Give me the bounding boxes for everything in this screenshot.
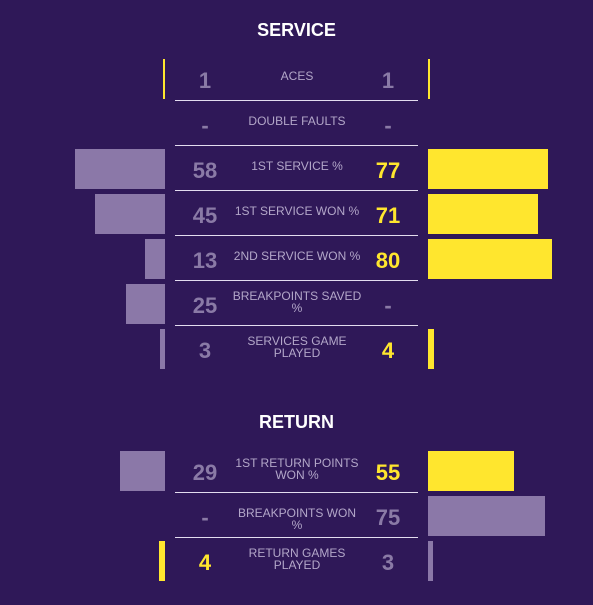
left-player-value: 29 — [192, 460, 218, 485]
stat-label: BREAKPOINTS WON % — [237, 506, 356, 532]
stat-row: 13 80 2ND SERVICE WON % — [0, 239, 593, 284]
left-stat-bar — [159, 541, 165, 581]
right-player-value: 77 — [375, 158, 401, 183]
right-stat-bar — [428, 194, 538, 234]
left-stat-bar — [75, 149, 165, 189]
right-player-value: 4 — [381, 338, 395, 363]
stat-row: 4 3 RETURN GAMES PLAYED — [0, 541, 593, 586]
left-player-value: 1 — [198, 68, 212, 93]
left-player-value: - — [201, 113, 209, 138]
row-divider — [175, 100, 418, 101]
stat-row: 45 71 1ST SERVICE WON % — [0, 194, 593, 239]
stat-label: 1ST RETURN POINTS WON % — [235, 456, 359, 482]
left-stat-bar — [120, 451, 165, 491]
right-stat-bar — [428, 451, 514, 491]
right-stat-bar — [428, 59, 430, 99]
right-player-value: 75 — [375, 505, 401, 530]
row-divider — [175, 492, 418, 493]
left-player-value: 25 — [192, 293, 218, 318]
stat-row: 29 55 1ST RETURN POINTS WON % — [0, 451, 593, 496]
stat-row: 1 1 ACES — [0, 59, 593, 104]
stat-label: 1ST SERVICE % — [251, 159, 343, 173]
stat-label: ACES — [280, 69, 314, 83]
section-title-service: SERVICE — [257, 20, 336, 40]
left-stat-bar — [163, 59, 165, 99]
right-stat-bar — [428, 329, 434, 369]
right-stat-bar — [428, 149, 548, 189]
row-divider — [175, 190, 418, 191]
stat-label: 2ND SERVICE WON % — [233, 249, 361, 263]
right-stat-bar — [428, 541, 433, 581]
stat-row: 3 4 SERVICES GAME PLAYED — [0, 329, 593, 374]
stat-row: 58 77 1ST SERVICE % — [0, 149, 593, 194]
stat-row: - - DOUBLE FAULTS — [0, 104, 593, 149]
row-divider — [175, 235, 418, 236]
stat-label: SERVICES GAME PLAYED — [247, 334, 347, 360]
row-divider — [175, 280, 418, 281]
left-player-value: 13 — [192, 248, 218, 273]
left-player-value: 4 — [198, 550, 212, 575]
left-stat-bar — [95, 194, 165, 234]
left-stat-bar — [126, 284, 165, 324]
right-player-value: 71 — [375, 203, 401, 228]
left-player-value: - — [201, 505, 209, 530]
stat-row: - 75 BREAKPOINTS WON % — [0, 496, 593, 541]
right-player-value: 80 — [375, 248, 401, 273]
right-player-value: 1 — [381, 68, 395, 93]
stat-label: RETURN GAMES PLAYED — [248, 546, 346, 572]
right-stat-bar — [428, 496, 545, 536]
left-player-value: 45 — [192, 203, 218, 228]
right-stat-bar — [428, 239, 552, 279]
right-player-value: - — [384, 113, 392, 138]
row-divider — [175, 537, 418, 538]
stat-label: 1ST SERVICE WON % — [234, 204, 360, 218]
row-divider — [175, 145, 418, 146]
left-player-value: 3 — [198, 338, 212, 363]
stat-label: DOUBLE FAULTS — [248, 114, 346, 128]
right-player-value: 3 — [381, 550, 395, 575]
left-stat-bar — [160, 329, 165, 369]
right-player-value: 55 — [375, 460, 401, 485]
right-player-value: - — [384, 293, 392, 318]
left-stat-bar — [145, 239, 165, 279]
stat-label: BREAKPOINTS SAVED % — [232, 289, 362, 315]
section-title-return: RETURN — [259, 412, 334, 432]
row-divider — [175, 325, 418, 326]
stat-row: 25 - BREAKPOINTS SAVED % — [0, 284, 593, 329]
left-player-value: 58 — [192, 158, 218, 183]
